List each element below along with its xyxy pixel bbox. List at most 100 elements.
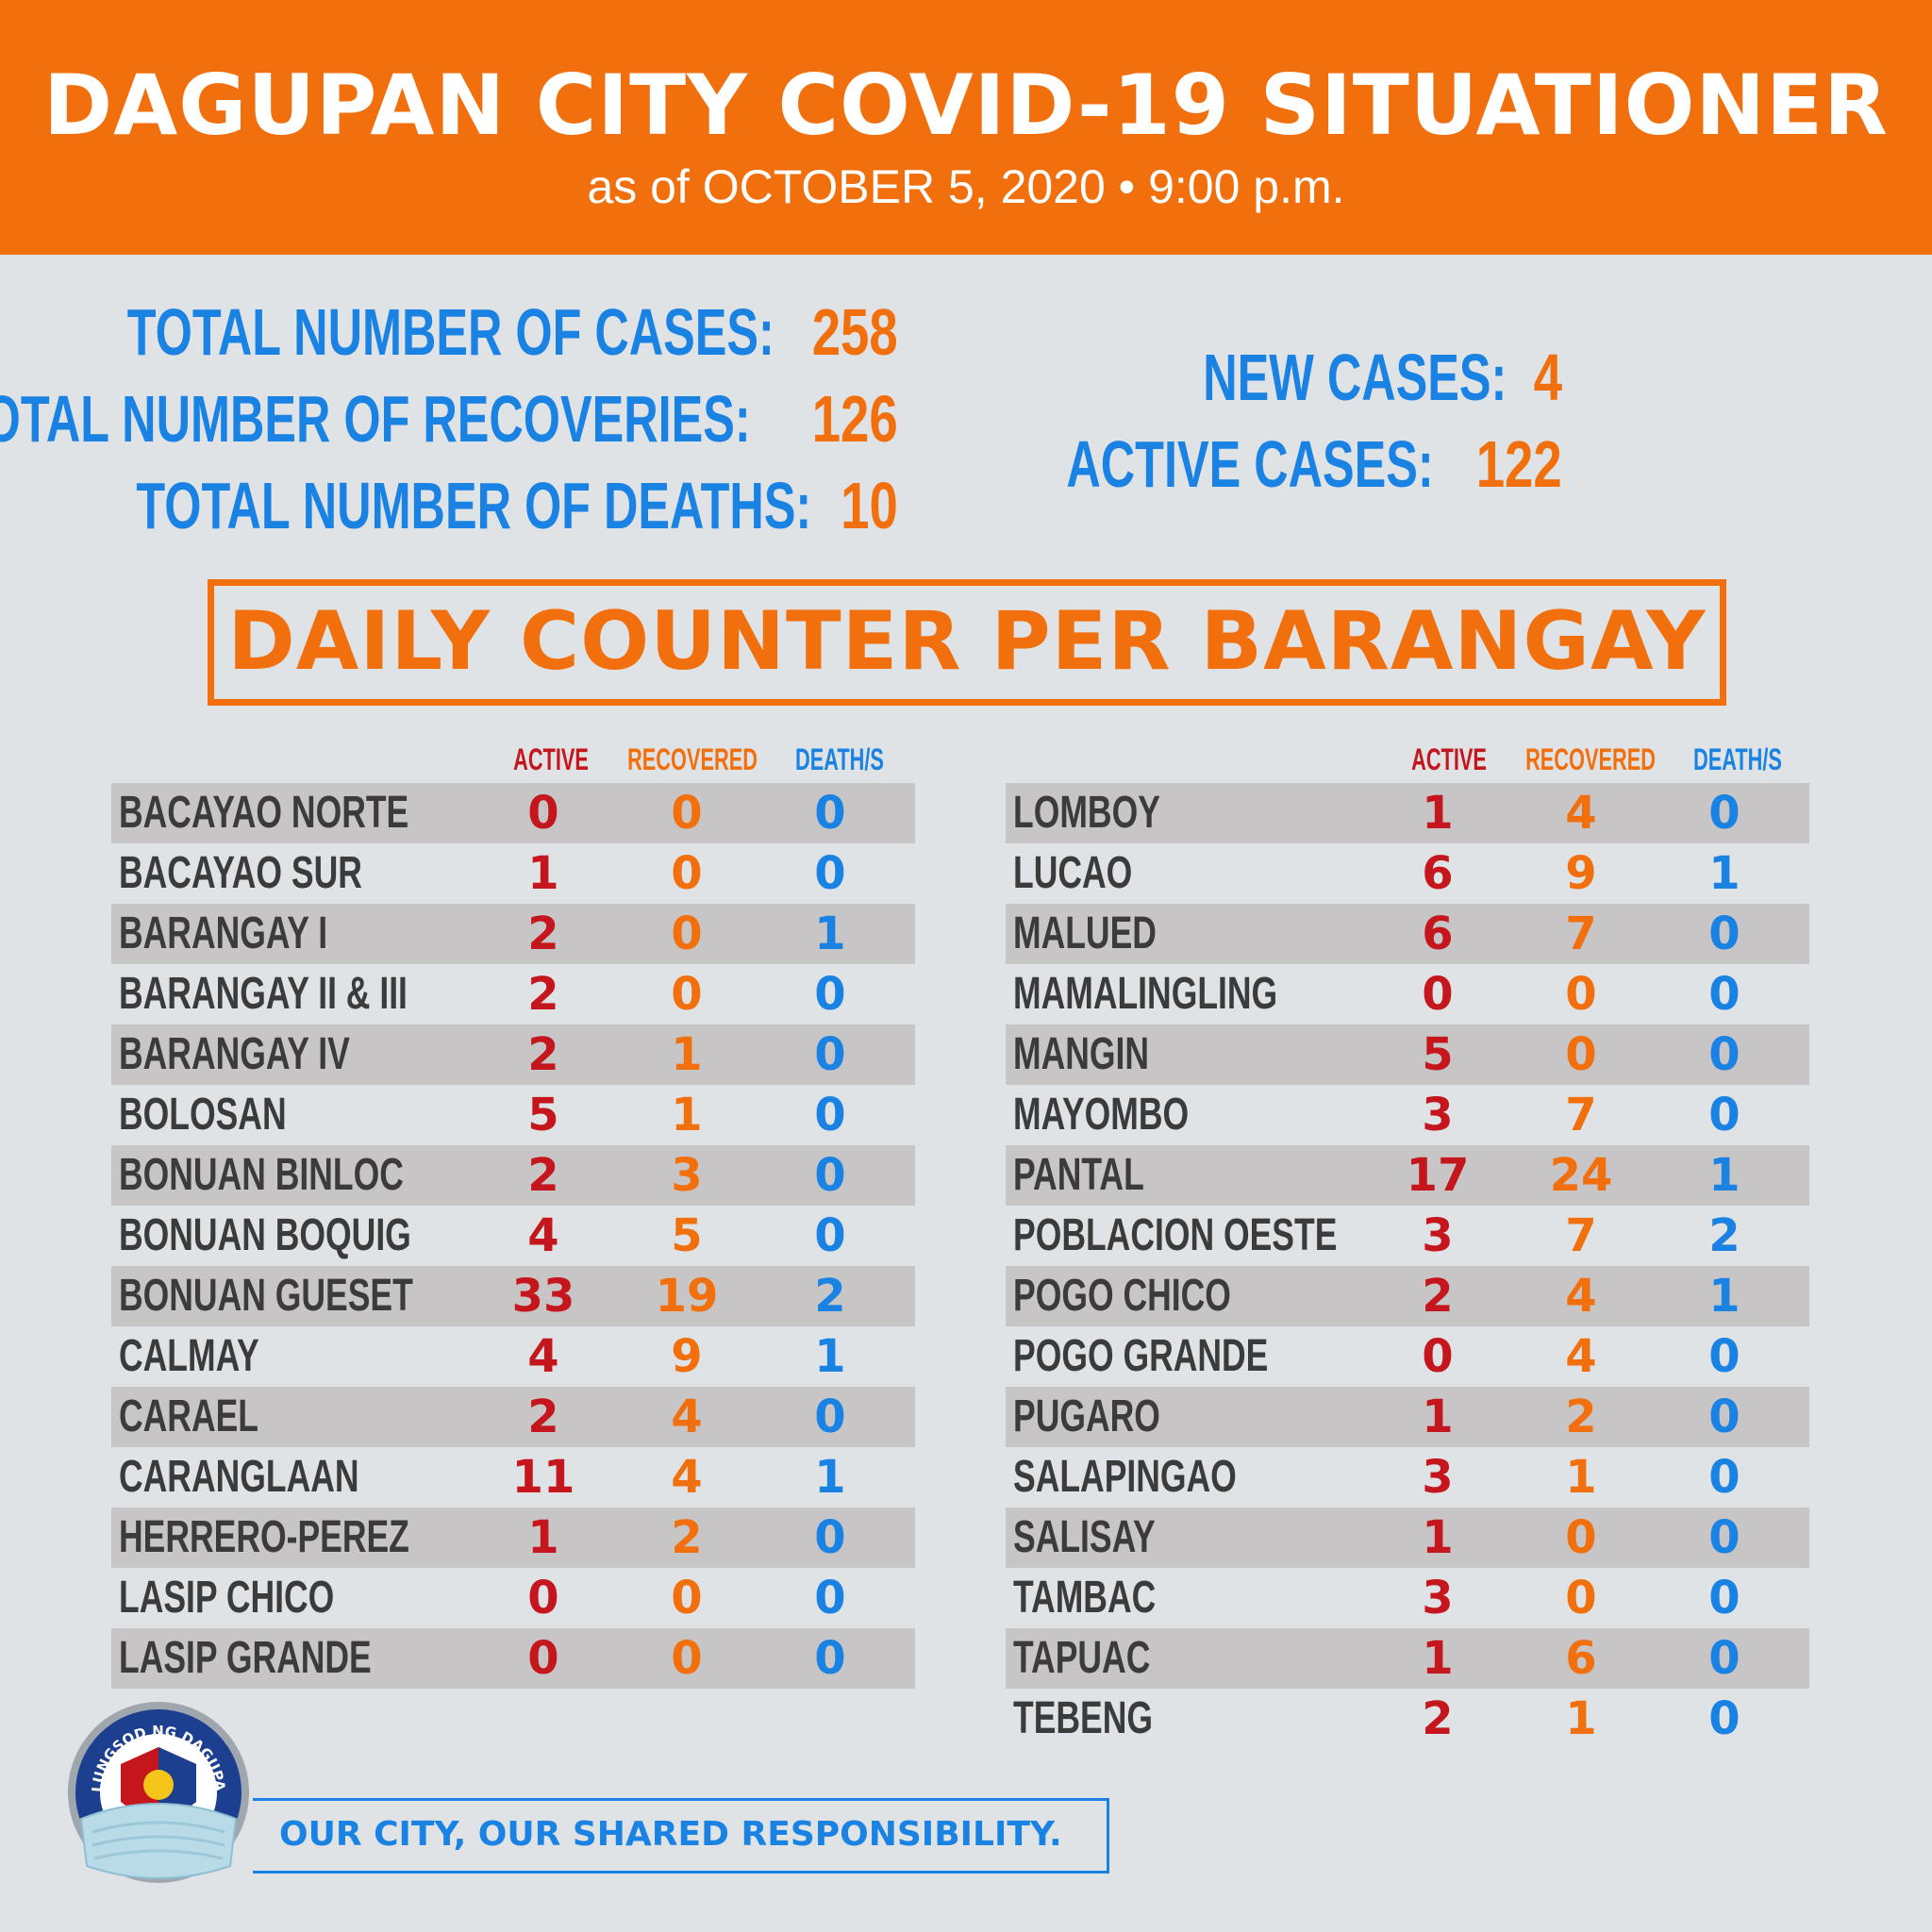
deaths-count: 0 (814, 1632, 846, 1685)
active-cases-value: 122 (1475, 427, 1562, 501)
table-row: BARANGAY I 2 0 1 (111, 904, 915, 964)
recovered-count: 19 (655, 1270, 719, 1323)
barangay-name: BONUAN GUESET (119, 1271, 413, 1321)
barangay-name: MAMALINGLING (1013, 969, 1278, 1019)
deaths-count: 0 (1708, 1511, 1740, 1564)
table-row: CALMAY 4 9 1 (111, 1326, 915, 1387)
new-cases-value: 4 (1533, 341, 1562, 414)
table-row: LASIP GRANDE 0 0 0 (111, 1628, 915, 1689)
active-count: 2 (527, 908, 559, 960)
slogan-box (253, 1798, 1109, 1874)
deaths-count: 0 (1708, 787, 1740, 840)
table-row: LOMBOY 1 4 0 (1006, 783, 1809, 843)
deaths-count: 0 (814, 1089, 846, 1141)
active-count: 5 (1422, 1028, 1454, 1081)
table-row: SALISAY 1 0 0 (1006, 1507, 1809, 1568)
recovered-count: 7 (1565, 908, 1597, 960)
recovered-count: 24 (1549, 1149, 1613, 1202)
table-row: PANTAL 17 24 1 (1006, 1145, 1809, 1206)
page-subtitle: as of OCTOBER 5, 2020 • 9:00 p.m. (587, 160, 1345, 213)
deaths-count: 0 (1708, 1330, 1740, 1383)
recovered-count: 1 (671, 1028, 703, 1081)
recovered-count: 0 (1565, 1511, 1597, 1564)
barangay-name: LASIP CHICO (119, 1573, 335, 1623)
active-count: 17 (1406, 1149, 1470, 1202)
active-count: 4 (527, 1330, 559, 1383)
table-row: BOLOSAN 5 1 0 (111, 1085, 915, 1145)
total-recoveries-stat: TOTAL NUMBER OF RECOVERIES: 126 (0, 381, 898, 457)
recovered-count: 9 (1565, 847, 1597, 900)
active-count: 3 (1422, 1451, 1454, 1504)
column-header-active: ACTIVE (1411, 742, 1487, 776)
deaths-count: 0 (814, 1511, 846, 1564)
new-cases-stat: NEW CASES: 4 (1085, 340, 1562, 415)
barangay-name: BARANGAY II & III (119, 969, 408, 1019)
recovered-count: 1 (1565, 1692, 1597, 1745)
deaths-count: 0 (1708, 1632, 1740, 1685)
table-row: BONUAN GUESET 33 19 2 (111, 1266, 915, 1326)
table-row: SALAPINGAO 3 1 0 (1006, 1447, 1809, 1507)
table-row: BONUAN BOQUIG 4 5 0 (111, 1206, 915, 1266)
table-header: ACTIVE RECOVERED DEATH/S (111, 736, 915, 783)
table-row: TEBENG 2 1 0 (1006, 1689, 1809, 1749)
table-row: BACAYAO NORTE 0 0 0 (111, 783, 915, 843)
active-cases-stat: ACTIVE CASES: 122 (924, 426, 1562, 502)
table-body-right: LOMBOY 1 4 0 LUCAO 6 9 1 MALUED 6 7 0 MAMALINGLING 0 0… (1006, 783, 1809, 1749)
page-title: DAGUPAN CITY COVID-19 SITUATIONER (43, 57, 1889, 154)
recovered-count: 4 (671, 1451, 703, 1504)
column-header-recovered: RECOVERED (627, 742, 758, 776)
deaths-count: 0 (1708, 1028, 1740, 1081)
active-count: 2 (527, 968, 559, 1021)
active-cases-label: ACTIVE CASES: (1065, 427, 1434, 501)
recovered-count: 0 (671, 847, 703, 900)
table-row: LASIP CHICO 0 0 0 (111, 1568, 915, 1628)
total-cases-stat: TOTAL NUMBER OF CASES: 258 (0, 294, 898, 370)
barangay-name: LOMBOY (1013, 788, 1160, 838)
column-header-recovered: RECOVERED (1525, 742, 1656, 776)
recovered-count: 5 (671, 1209, 703, 1262)
deaths-count: 1 (814, 1330, 846, 1383)
recovered-count: 3 (671, 1149, 703, 1202)
deaths-count: 0 (1708, 1692, 1740, 1745)
total-deaths-stat: TOTAL NUMBER OF DEATHS: 10 (0, 468, 898, 543)
table-row: POBLACION OESTE 3 7 2 (1006, 1206, 1809, 1266)
recovered-count: 4 (1565, 787, 1597, 840)
active-count: 0 (527, 1572, 559, 1624)
barangay-name: LUCAO (1013, 848, 1133, 898)
barangay-name: BARANGAY I (119, 908, 328, 958)
recovered-count: 2 (1565, 1391, 1597, 1443)
recovered-count: 6 (1565, 1632, 1597, 1685)
deaths-count: 1 (814, 908, 846, 960)
deaths-count: 2 (1708, 1209, 1740, 1262)
barangay-name: BACAYAO NORTE (119, 788, 409, 838)
table-row: POGO CHICO 2 4 1 (1006, 1266, 1809, 1326)
deaths-count: 0 (1708, 1391, 1740, 1443)
slogan-text: OUR CITY, OUR SHARED RESPONSIBILITY. (279, 1815, 1062, 1854)
daily-counter-heading: DAILY COUNTER PER BARANGAY (208, 579, 1726, 706)
recovered-count: 1 (1565, 1451, 1597, 1504)
recovered-count: 0 (1565, 968, 1597, 1021)
active-count: 1 (527, 1511, 559, 1564)
table-row: TAPUAC 1 6 0 (1006, 1628, 1809, 1689)
table-row: BARANGAY IV 2 1 0 (111, 1024, 915, 1085)
barangay-name: LASIP GRANDE (119, 1633, 372, 1683)
recovered-count: 1 (671, 1089, 703, 1141)
deaths-count: 0 (1708, 1089, 1740, 1141)
active-count: 3 (1422, 1209, 1454, 1262)
table-row: HERRERO-PEREZ 1 2 0 (111, 1507, 915, 1568)
total-deaths-value: 10 (841, 469, 898, 542)
active-count: 33 (511, 1270, 575, 1323)
table-row: POGO GRANDE 0 4 0 (1006, 1326, 1809, 1387)
deaths-count: 0 (1708, 908, 1740, 960)
table-row: MANGIN 5 0 0 (1006, 1024, 1809, 1085)
table-row: LUCAO 6 9 1 (1006, 843, 1809, 904)
active-count: 0 (527, 1632, 559, 1685)
active-count: 0 (1422, 1330, 1454, 1383)
barangay-name: BARANGAY IV (119, 1029, 350, 1079)
table-row: MAYOMBO 3 7 0 (1006, 1085, 1809, 1145)
deaths-count: 1 (814, 1451, 846, 1504)
active-count: 1 (1422, 787, 1454, 840)
barangay-name: PANTAL (1013, 1150, 1144, 1200)
active-count: 0 (1422, 968, 1454, 1021)
city-seal-icon: LUNGSOD NG DAGUPAN (58, 1685, 253, 1887)
